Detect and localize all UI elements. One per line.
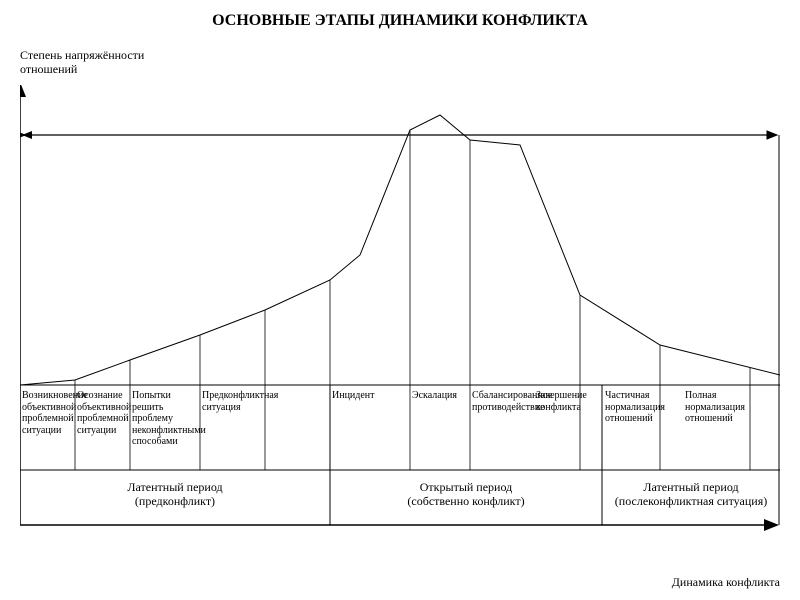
stage-label: Сбалансированное противодействие bbox=[472, 390, 532, 413]
stage-label: Попытки решить проблему неконфликтными с… bbox=[132, 390, 200, 448]
stage-label: Полная нормализация отношений bbox=[685, 390, 755, 425]
stage-label: Эскалация bbox=[412, 390, 467, 402]
page-title: ОСНОВНЫЕ ЭТАПЫ ДИНАМИКИ КОНФЛИКТА bbox=[0, 12, 800, 30]
stage-label: Инцидент bbox=[332, 390, 402, 402]
stage-label: Частичная нормализация отношений bbox=[605, 390, 660, 425]
stage-label: Возникновение объективной проблемной сит… bbox=[22, 390, 75, 436]
stage-label: Осознание объективной проблемной ситуаци… bbox=[77, 390, 130, 436]
period-label: Открытый период(собственно конфликт) bbox=[330, 480, 602, 509]
chart-area: Возникновение объективной проблемной сит… bbox=[20, 85, 780, 555]
stage-label: Предконфликтная ситуация bbox=[202, 390, 265, 413]
x-axis-label: Динамика конфликта bbox=[672, 575, 780, 590]
y-axis-label: Степень напряжённостиотношений bbox=[20, 48, 144, 77]
period-label: Латентный период(послеконфликтная ситуац… bbox=[602, 480, 780, 509]
stage-label: Завершение конфликта bbox=[536, 390, 596, 413]
period-label: Латентный период(предконфликт) bbox=[20, 480, 330, 509]
